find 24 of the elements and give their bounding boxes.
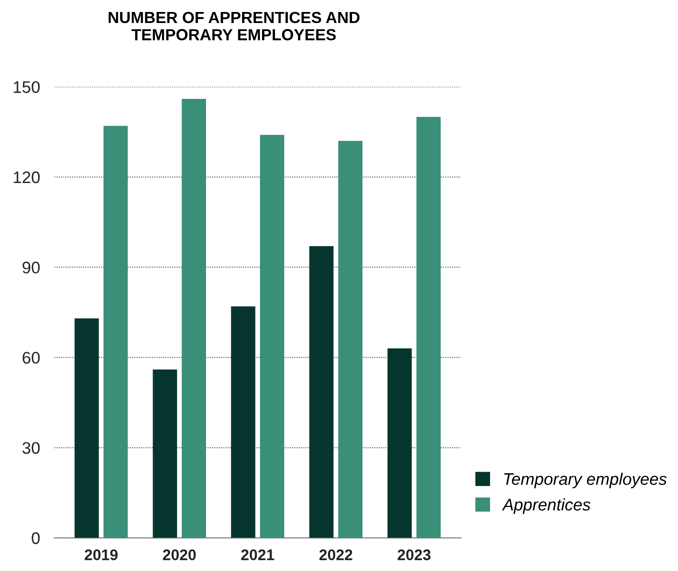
bar	[152, 369, 178, 538]
bar	[260, 134, 284, 538]
y-tick-label: 30	[22, 442, 40, 454]
x-tick-label: 2021	[241, 549, 274, 560]
y-tick-label: 60	[22, 352, 40, 364]
legend-label: Apprentices	[502, 498, 590, 514]
x-tick-label: 2020	[162, 549, 196, 560]
y-tick-label: 120	[14, 171, 40, 184]
y-tick-label: 90	[22, 262, 40, 274]
bar	[388, 348, 412, 538]
y-tick-label: 150	[14, 81, 40, 93]
bar	[338, 140, 362, 538]
chart-title: NUMBER OF APPRENTICES AND TEMPORARY EMPLOYEES	[108, 12, 360, 40]
bar	[104, 126, 128, 538]
y-tick-label: 0	[32, 532, 40, 544]
legend-label: Temporary employees	[504, 472, 667, 488]
bar	[231, 306, 256, 538]
x-tick-label: 2023	[398, 549, 431, 560]
x-tick-label: 2022	[319, 549, 352, 560]
bar	[74, 318, 99, 538]
x-tick-label: 2019	[84, 549, 118, 560]
bar	[182, 98, 206, 538]
bar	[416, 116, 441, 538]
bar	[309, 246, 334, 538]
